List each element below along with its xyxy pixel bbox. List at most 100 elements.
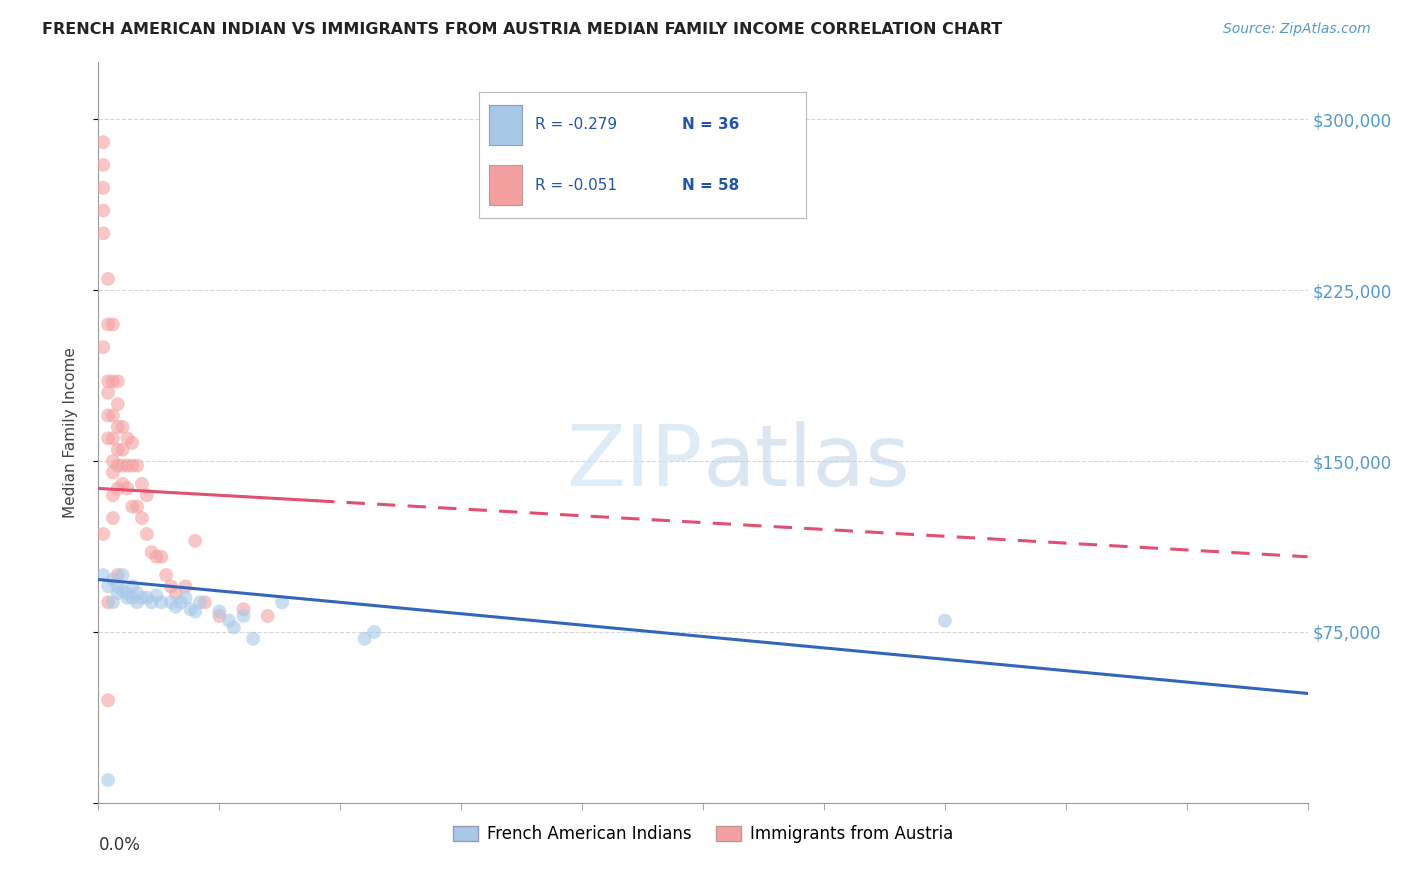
Point [107,442,129,457]
Point [127,595,149,609]
Point [256,609,278,624]
Point [101,431,124,445]
Point [101,595,124,609]
Point [934,614,956,628]
Point [184,604,207,618]
Point [111,442,134,457]
Point [107,375,129,389]
Point [141,595,163,609]
Point [131,591,153,605]
Point [242,632,264,646]
Point [127,458,149,473]
Text: ZIP: ZIP [567,421,703,504]
Point [363,624,385,639]
Point [101,409,124,423]
Point [165,599,187,614]
Point [97,772,120,787]
Point [174,591,197,605]
Point [121,435,143,450]
Point [232,602,254,616]
Point [117,586,139,600]
Point [121,458,143,473]
Point [101,318,124,332]
Point [107,458,129,473]
Point [179,602,201,616]
Point [160,579,183,593]
Point [208,609,231,624]
Point [107,568,129,582]
Point [107,397,129,411]
Point [107,579,129,593]
Point [150,595,173,609]
Point [169,595,191,609]
Point [111,568,134,582]
Point [150,549,173,564]
Point [101,511,124,525]
Point [232,609,254,624]
Point [97,431,120,445]
Point [117,458,139,473]
Point [121,591,143,605]
Point [117,482,139,496]
Point [107,482,129,496]
Point [188,595,211,609]
Point [91,203,114,218]
Point [101,488,124,502]
Point [91,135,114,149]
Point [97,693,120,707]
Point [135,591,157,605]
Text: FRENCH AMERICAN INDIAN VS IMMIGRANTS FROM AUSTRIA MEDIAN FAMILY INCOME CORRELATI: FRENCH AMERICAN INDIAN VS IMMIGRANTS FRO… [42,22,1002,37]
Point [141,545,163,559]
Point [97,375,120,389]
Text: Source: ZipAtlas.com: Source: ZipAtlas.com [1223,22,1371,37]
Point [111,583,134,598]
Point [145,589,167,603]
Legend: French American Indians, Immigrants from Austria: French American Indians, Immigrants from… [447,819,959,850]
Point [194,595,217,609]
Point [91,227,114,241]
Point [222,620,245,634]
Point [97,318,120,332]
Point [174,579,197,593]
Point [155,568,177,582]
Point [101,454,124,468]
Point [101,375,124,389]
Point [271,595,294,609]
Point [91,340,114,354]
Point [353,632,375,646]
Point [127,500,149,514]
Point [145,549,167,564]
Point [97,595,120,609]
Point [208,604,231,618]
Point [97,385,120,400]
Point [121,579,143,593]
Point [160,595,183,609]
Point [91,158,114,172]
Point [111,476,134,491]
Point [135,488,157,502]
Point [111,420,134,434]
Point [117,591,139,605]
Text: 0.0%: 0.0% [98,836,141,855]
Y-axis label: Median Family Income: Median Family Income [63,347,77,518]
Point [218,614,240,628]
Text: atlas: atlas [703,421,911,504]
Point [135,527,157,541]
Point [97,579,120,593]
Point [165,586,187,600]
Point [107,420,129,434]
Point [111,458,134,473]
Point [91,180,114,194]
Point [97,409,120,423]
Point [107,586,129,600]
Point [101,573,124,587]
Point [184,533,207,548]
Point [91,568,114,582]
Point [121,500,143,514]
Point [97,272,120,286]
Point [91,527,114,541]
Point [131,476,153,491]
Point [101,466,124,480]
Point [131,511,153,525]
Point [127,586,149,600]
